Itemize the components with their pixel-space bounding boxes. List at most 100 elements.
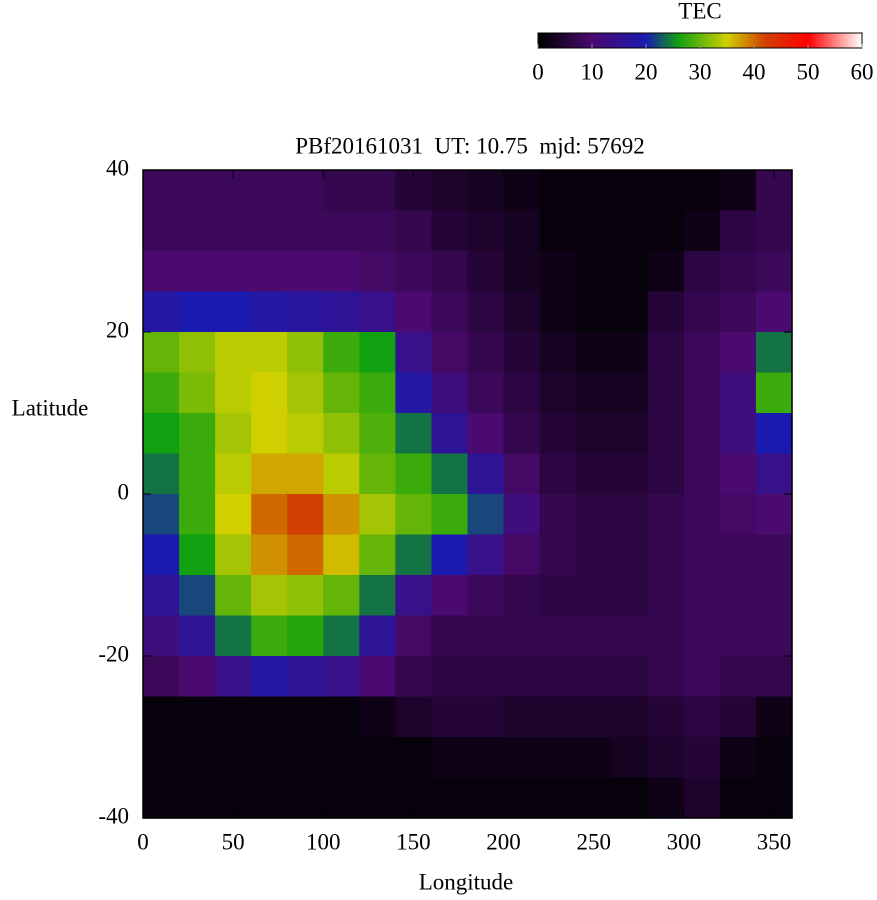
heatmap-cell [503,575,541,617]
colorbar-swatch [670,33,674,48]
heatmap-cell [683,332,721,374]
heatmap-cell [323,453,360,495]
colorbar-swatch [613,33,617,48]
heatmap-cell [251,615,288,657]
colorbar-swatch [821,33,825,48]
heatmap-cell [251,332,288,374]
heatmap-cell [611,251,649,293]
heatmap-cell [575,494,613,536]
heatmap-cell [755,332,793,374]
heatmap-cell [251,575,288,617]
heatmap-cell [755,696,793,738]
heatmap-cell [251,413,288,455]
heatmap-cell [503,413,541,455]
colorbar-swatch [667,33,671,48]
heatmap-cell [359,656,396,698]
heatmap-cell [395,575,433,617]
heatmap-cell [431,777,469,819]
heatmap-cell [251,251,288,293]
heatmap-cell [179,494,216,536]
heatmap-cell [179,251,216,293]
colorbar-swatch [592,33,596,48]
colorbar-swatch [799,33,804,48]
heatmap-cell [719,737,757,779]
heatmap-cell [647,453,685,495]
y-tick-label: 20 [106,317,129,342]
colorbar-swatch [848,33,852,48]
x-tick-label: 150 [396,829,431,854]
heatmap-cell [287,413,324,455]
heatmap-cell [719,291,757,333]
heatmap-cell [143,170,180,212]
heatmap-cell [611,777,649,819]
colorbar-swatch [853,33,858,48]
heatmap-cell [719,656,757,698]
heatmap-cell [719,170,757,212]
heatmap-cell [575,696,613,738]
colorbar-swatch [762,33,766,48]
heatmap-cell [179,291,216,333]
heatmap-cell [359,453,396,495]
colorbar-swatch [737,33,741,48]
colorbar-tick-label: 20 [635,59,658,84]
heatmap-cell [611,372,649,414]
colorbar-tick-label: 0 [532,59,544,84]
x-tick-label: 300 [667,829,702,854]
heatmap-cell [287,575,324,617]
colorbar-swatch [637,33,642,48]
colorbar-swatch [818,33,822,48]
heatmap-cell [575,372,613,414]
heatmap-cell [647,210,685,252]
y-tick-label: -20 [98,641,129,666]
heatmap-cell [683,210,721,252]
heatmap-cell [467,737,505,779]
heatmap-cell [179,575,216,617]
heatmap-cell [323,696,360,738]
heatmap-cell [359,575,396,617]
heatmap-cell [539,534,577,576]
colorbar-swatch [624,33,628,48]
colorbar-swatch [791,33,795,48]
heatmap-cell [755,494,793,536]
colorbar-swatch [754,33,758,48]
heatmap-cell [179,696,216,738]
heatmap-cell [755,251,793,293]
colorbar-swatch [586,33,590,48]
colorbar-swatch [740,33,744,48]
colorbar-swatch [710,33,714,48]
heatmap-cell [539,696,577,738]
heatmap-cell [431,615,469,657]
heatmap-cell [683,291,721,333]
heatmap-cell [251,453,288,495]
heatmap-cell [359,170,396,212]
colorbar-swatch [600,33,604,48]
heatmap-cell [503,170,541,212]
heatmap-cell [611,453,649,495]
heatmap-cell [287,453,324,495]
colorbar-swatch [656,33,660,48]
heatmap-cell [215,575,252,617]
heatmap-cell [719,494,757,536]
heatmap-cell [287,251,324,293]
colorbar-swatch [845,33,849,48]
heatmap-cell [647,332,685,374]
heatmap-cell [323,372,360,414]
heatmap-cell [467,332,505,374]
colorbar-swatch [589,33,593,48]
heatmap-cell [143,534,180,576]
x-tick-label: 200 [486,829,521,854]
heatmap-cell [215,372,252,414]
heatmap-cell [323,615,360,657]
heatmap-cell [611,656,649,698]
colorbar-swatch [691,33,696,48]
colorbar-swatch [554,33,558,48]
heatmap-cell [143,251,180,293]
heatmap-cell [143,291,180,333]
heatmap-cell [647,413,685,455]
colorbar-swatch [778,33,782,48]
heatmap-cell [143,453,180,495]
heatmap-cell [683,696,721,738]
heatmap-cell [611,413,649,455]
heatmap-cell [287,534,324,576]
heatmap-cell [251,210,288,252]
